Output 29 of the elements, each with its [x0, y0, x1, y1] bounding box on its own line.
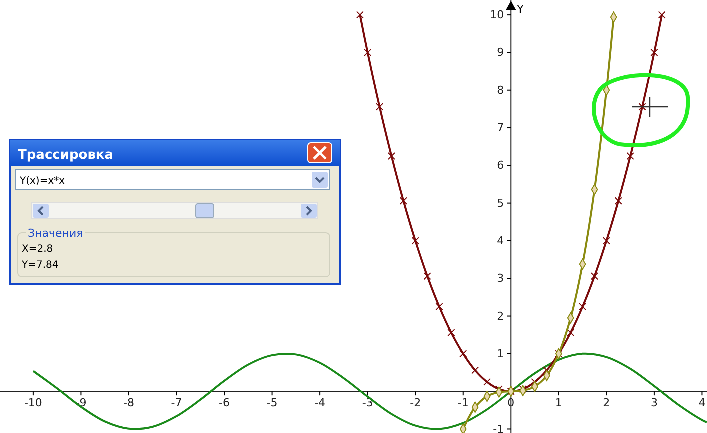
x-tick-label: 3 [650, 396, 658, 410]
x-tick-label: 2 [603, 396, 610, 410]
annotation: X=2.8 [22, 244, 54, 255]
annotation: Значения [28, 227, 84, 240]
x-tick-label: 1 [555, 396, 562, 410]
y-tick-label: 10 [490, 8, 504, 22]
x-tick-label: -8 [123, 396, 134, 410]
annotation: Y=7.84 [21, 260, 59, 271]
annotation: Трассировка [18, 148, 114, 163]
y-tick-label: 2 [497, 310, 504, 323]
x-tick-label: 4 [698, 396, 706, 410]
x-tick-label: -7 [171, 396, 182, 410]
y-tick-label: 3 [497, 272, 504, 286]
y-tick-label: 1 [497, 347, 504, 360]
x-tick-label: -4 [314, 396, 326, 410]
x-tick-label: -10 [24, 396, 42, 410]
x-tick-label: -2 [410, 396, 422, 410]
y-tick-label: 9 [497, 46, 504, 60]
x-tick-label: -5 [266, 396, 278, 410]
y-tick-label: 8 [497, 84, 504, 97]
x-tick-label: -6 [219, 396, 230, 410]
y-axis-title: Y [516, 3, 524, 16]
y-tick-label: 4 [497, 234, 504, 248]
y-tick-label: 6 [497, 159, 504, 172]
y-tick-label: 5 [497, 196, 504, 210]
y-tick-label: -1 [493, 422, 504, 433]
annotation: Y(x)=x*x [19, 176, 66, 187]
y-tick-label: 7 [497, 122, 504, 135]
x-tick-label: -1 [458, 396, 469, 410]
